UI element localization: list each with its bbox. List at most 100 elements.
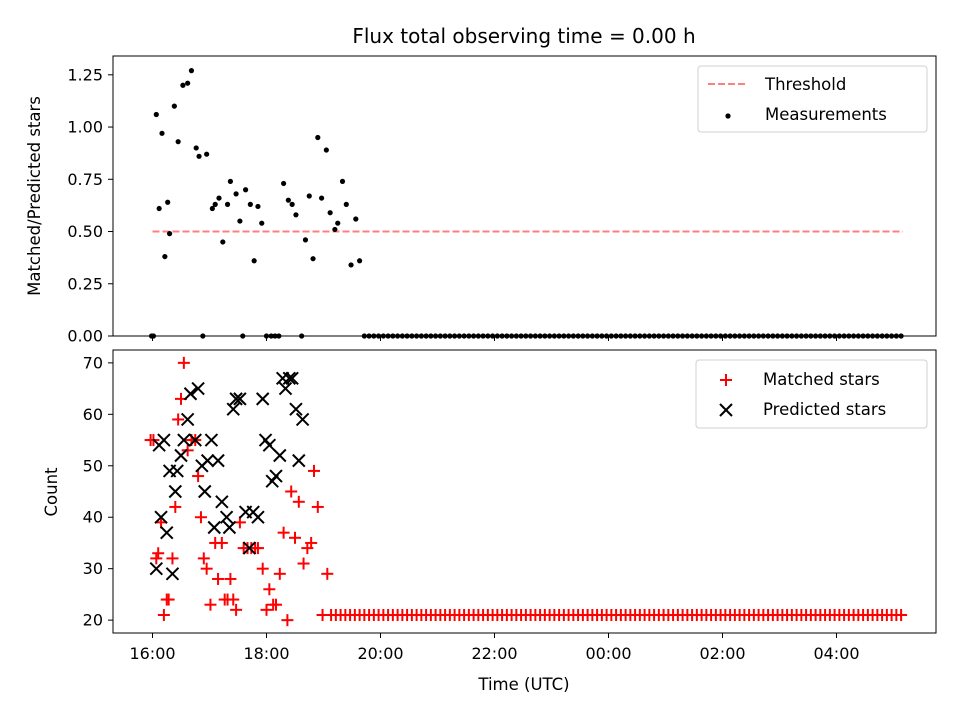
- legend-predicted-label: Predicted stars: [763, 400, 886, 419]
- measurement-point: [193, 145, 199, 151]
- predicted-point: [222, 520, 237, 535]
- measurement-point: [339, 178, 346, 184]
- matched-point: [212, 572, 225, 585]
- matched-point: [285, 485, 298, 498]
- predicted-point: [160, 525, 174, 540]
- predicted-point-b: [233, 392, 247, 406]
- top-y-tick-label: 1.00: [67, 118, 103, 137]
- predicted-point: [295, 412, 310, 427]
- matched-point: [172, 413, 185, 426]
- matched-point: [227, 593, 240, 606]
- measurement-point: [353, 216, 359, 222]
- measurement-point: [343, 201, 349, 207]
- bottom-x-tick-label: 16:00: [129, 644, 175, 663]
- predicted-point: [168, 484, 183, 499]
- measurement-point: [310, 256, 316, 262]
- bottom-legend: Matched stars Predicted stars: [695, 359, 928, 429]
- bottom-y-ticks: 20 30 40 50 60 70: [83, 353, 113, 630]
- matched-point: [277, 526, 290, 539]
- measurement-point: [188, 68, 195, 74]
- measurement-point: [332, 226, 338, 233]
- measurement-point: [212, 201, 218, 207]
- predicted-point: [177, 433, 191, 447]
- measurement-point: [162, 253, 168, 260]
- predicted-point: [229, 392, 243, 406]
- predicted-point: [269, 469, 283, 483]
- measurement-point: [167, 231, 173, 237]
- predicted-point-b: [292, 453, 306, 468]
- matched-point: [260, 603, 273, 616]
- matched-point: [297, 557, 310, 570]
- chart-title: Flux total observing time = 0.00 h: [352, 24, 695, 48]
- predicted-point-b: [198, 484, 212, 499]
- predicted-point-b: [282, 371, 297, 386]
- predicted-point-b: [200, 453, 215, 468]
- legend-measurements-label: Measurements: [765, 105, 887, 124]
- measurement-point: [171, 103, 177, 109]
- predicted-point-b: [273, 448, 287, 463]
- top-y-ticks: 0.00 0.25 0.50 0.75 1.00 1.25: [67, 65, 113, 346]
- matched-point: [181, 444, 194, 457]
- measurement-point: [285, 197, 291, 203]
- predicted-point-b: [183, 387, 198, 401]
- bottom-y-tick-label: 40: [83, 508, 103, 527]
- measurement-point: [224, 201, 231, 207]
- predicted-point-b: [262, 438, 277, 452]
- measurement-point: [306, 193, 312, 199]
- matched-point: [215, 536, 228, 549]
- bottom-x-ticks: 16:00 18:00 20:00 22:00 00:00 02:00 04:00: [129, 633, 860, 663]
- top-axes-frame: [112, 55, 937, 337]
- matched-point: [270, 598, 282, 611]
- measurement-point: [185, 80, 191, 86]
- measurement-point: [233, 191, 239, 197]
- x-axis-label: Time (UTC): [477, 675, 569, 694]
- predicted-point: [183, 387, 198, 401]
- bottom-x-tick-label: 18:00: [243, 644, 289, 663]
- measurement-point: [335, 220, 341, 226]
- measurement-point: [315, 134, 321, 141]
- matched-point: [289, 531, 301, 544]
- measurement-point: [327, 210, 333, 216]
- predicted-point-b: [242, 541, 257, 555]
- predicted-point: [262, 438, 277, 452]
- predicted-point: [188, 433, 202, 447]
- matched-point: [157, 608, 170, 621]
- bottom-x-tick-label: 02:00: [699, 644, 745, 663]
- predicted-point: [207, 520, 221, 535]
- bottom-y-tick-label: 50: [83, 456, 103, 475]
- predicted-point-b: [154, 510, 168, 524]
- predicted-point-b: [289, 402, 303, 416]
- predicted-point-b: [222, 520, 237, 535]
- matched-point: [224, 572, 237, 585]
- predicted-point: [157, 433, 171, 447]
- bottom-x-tick-label: 22:00: [471, 644, 517, 663]
- measurement-point: [237, 218, 243, 224]
- measurement-point: [159, 130, 165, 136]
- bottom-panel: 20 30 40 50 60 70 16:00 18:00 20:00 22:00 00:00 02…: [42, 349, 937, 694]
- matched-point: [194, 511, 207, 524]
- predicted-point: [278, 381, 293, 396]
- measurement-point: [175, 139, 181, 145]
- matched-point: [169, 500, 182, 513]
- predicted-point-b: [269, 469, 283, 483]
- predicted-point-b: [215, 495, 229, 509]
- predicted-point: [219, 510, 234, 524]
- measurement-point: [153, 111, 159, 118]
- predicted-point-b: [170, 464, 184, 478]
- matched-point: [895, 608, 908, 621]
- predicted-point-b: [160, 525, 174, 540]
- measurement-point: [220, 239, 226, 245]
- matched-point: [251, 542, 264, 555]
- top-y-tick-label: 0.25: [67, 274, 103, 293]
- matched-point: [305, 536, 318, 549]
- matched-point: [166, 552, 179, 565]
- predicted-point-b: [285, 371, 299, 386]
- matched-point: [162, 593, 175, 606]
- predicted-point-b: [211, 453, 225, 468]
- top-x-ticks: [152, 336, 837, 341]
- measurement-point: [227, 178, 233, 184]
- legend-matched-swatch: [720, 374, 732, 386]
- bottom-y-axis-label: Count: [42, 467, 61, 517]
- predicted-point-b: [278, 381, 293, 396]
